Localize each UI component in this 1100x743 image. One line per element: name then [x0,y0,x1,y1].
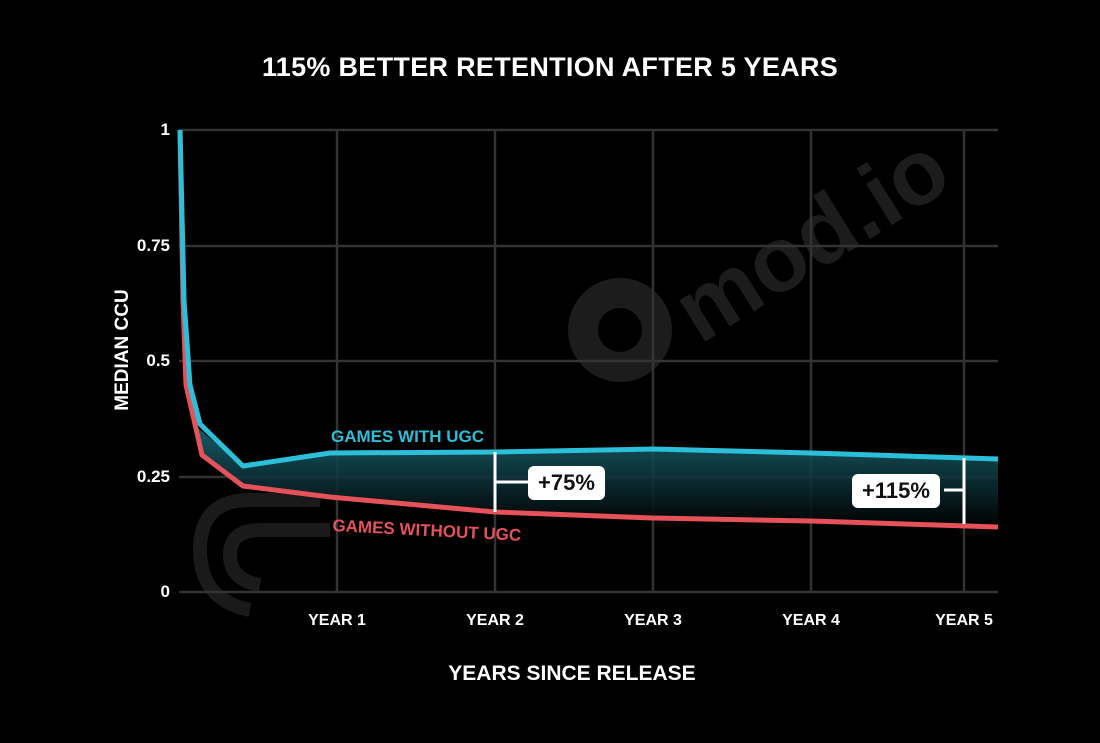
y-tick-0: 0 [160,582,170,601]
x-tick-year5: YEAR 5 [935,612,993,629]
y-axis-label: MEDIAN CCU [112,289,133,411]
line-with-ugc [177,129,999,469]
annotation-badge-115: +115% [852,474,940,508]
gamediscover-watermark [192,493,330,617]
y-tick-1: 1 [160,120,170,139]
x-tick-year1: YEAR 1 [308,612,366,629]
x-tick-year3: YEAR 3 [624,612,682,629]
chart-title: 115% BETTER RETENTION AFTER 5 YEARS [261,52,839,82]
x-tick-year4: YEAR 4 [782,612,840,629]
x-tick-year2: YEAR 2 [466,612,524,629]
modio-watermark: mod.io [568,116,966,382]
y-tick-075: 0.75 [136,236,170,255]
annotation-brackets [493,452,966,524]
y-tick-05: 0.5 [146,351,170,370]
y-tick-025: 0.25 [136,467,170,486]
legend-with-ugc: GAMES WITH UGC [331,427,484,446]
x-axis-label: YEARS SINCE RELEASE [448,662,696,685]
annotation-badge-75: +75% [528,466,605,500]
